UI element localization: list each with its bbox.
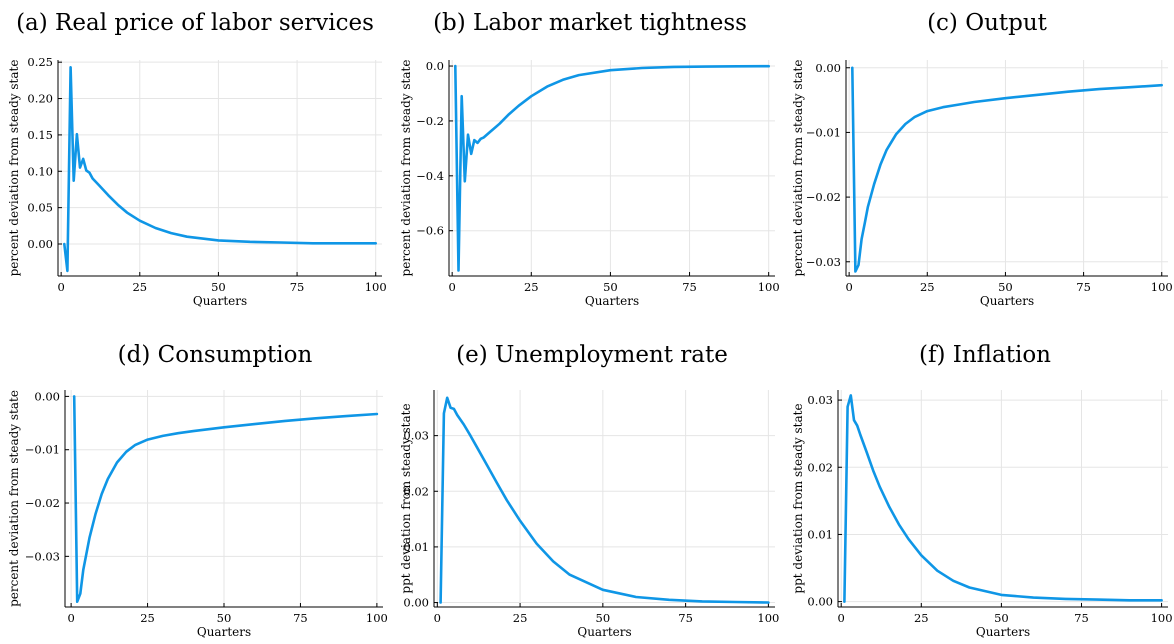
x-axis-label: Quarters (197, 625, 251, 639)
series-line (843, 394, 1163, 603)
x-tick-label: 50 (994, 611, 1009, 625)
panel-title: (f) Inflation (919, 342, 1051, 368)
x-tick-label: 100 (366, 611, 388, 625)
y-axis-label: percent deviation from steady state (7, 390, 21, 607)
x-axis-label: Quarters (585, 294, 639, 308)
y-tick-label: 0.15 (27, 128, 53, 142)
y-axis-label: percent deviation from steady state (7, 60, 21, 277)
y-tick-label: 0.00 (27, 237, 53, 251)
panel-6: 0 25 50 75 100 0.00 0.01 0.02 0.03 (f) Inflation Q… (791, 342, 1173, 639)
y-tick-label: 0.02 (807, 460, 833, 474)
y-tick-label: 0.00 (807, 595, 833, 609)
x-tick-label: 25 (513, 611, 528, 625)
y-tick-label: 0.00 (34, 389, 60, 403)
y-axis-label: percent deviation from steady state (399, 60, 413, 277)
y-tick-label: −0.4 (416, 169, 444, 183)
x-tick-label: 50 (217, 611, 232, 625)
series-line (63, 66, 378, 273)
y-tick-label: −0.01 (25, 443, 60, 457)
x-axis-label: Quarters (976, 625, 1030, 639)
x-tick-label: 25 (914, 611, 929, 625)
x-tick-label: 50 (603, 280, 618, 294)
x-tick-label: 0 (845, 280, 852, 294)
y-tick-label: 0.01 (807, 527, 833, 541)
x-tick-label: 100 (757, 611, 779, 625)
x-tick-label: 75 (682, 280, 697, 294)
x-axis-label: Quarters (577, 625, 631, 639)
panel-4: 0 25 50 75 100 −0.03 −0.02 −0.01 0.00 (d) Consump… (7, 342, 388, 639)
x-axis-label: Quarters (193, 294, 247, 308)
x-axis-label: Quarters (980, 294, 1034, 308)
x-tick-label: 75 (678, 611, 693, 625)
y-tick-label: −0.2 (416, 114, 444, 128)
y-tick-label: −0.6 (416, 224, 444, 238)
y-tick-label: 0.05 (27, 201, 53, 215)
y-tick-label: −0.02 (806, 190, 841, 204)
y-tick-label: 0.00 (403, 596, 429, 610)
x-tick-label: 100 (1151, 280, 1173, 294)
x-tick-label: 0 (449, 280, 456, 294)
y-tick-label: 0.25 (27, 55, 53, 69)
x-tick-label: 75 (290, 280, 305, 294)
y-tick-label: −0.03 (25, 549, 60, 563)
x-tick-label: 25 (132, 280, 147, 294)
y-tick-label: −0.02 (25, 496, 60, 510)
panel-title: (e) Unemployment rate (456, 342, 728, 368)
y-tick-label: 0.20 (27, 92, 53, 106)
panel-title: (b) Labor market tightness (433, 10, 747, 36)
panel-1: 0 25 50 75 100 0.00 0.05 0.10 0.15 0.20 0.25 (a) Re… (7, 10, 387, 308)
y-tick-label: 0.10 (27, 164, 53, 178)
series-line (72, 395, 379, 604)
y-axis-label: percent deviation from steady state (791, 60, 805, 277)
x-tick-label: 75 (1076, 280, 1091, 294)
x-tick-label: 75 (1074, 611, 1089, 625)
y-tick-label: 0.03 (807, 393, 833, 407)
panel-title: (a) Real price of labor services (16, 10, 374, 36)
panel-2: 0 25 50 75 100 −0.6 −0.4 −0.2 0.0 (b) Labor marke… (399, 10, 780, 308)
x-tick-label: 50 (998, 280, 1013, 294)
series-line (850, 66, 1163, 273)
panel-3: 0 25 50 75 100 −0.03 −0.02 −0.01 0.00 (c) Output Q… (791, 10, 1173, 308)
x-tick-label: 100 (758, 280, 780, 294)
y-tick-label: 0.00 (815, 61, 841, 75)
x-tick-label: 25 (524, 280, 539, 294)
x-tick-label: 25 (920, 280, 935, 294)
y-tick-label: −0.03 (806, 255, 841, 269)
y-tick-label: 0.0 (426, 59, 444, 73)
x-tick-label: 0 (838, 611, 845, 625)
panel-5: 0 25 50 75 100 0.00 0.01 0.02 0.03 (e) Unemployme… (399, 342, 779, 639)
x-tick-label: 50 (596, 611, 611, 625)
x-tick-label: 25 (140, 611, 155, 625)
y-tick-label: 0.01 (403, 540, 429, 554)
x-tick-label: 0 (67, 611, 74, 625)
x-tick-label: 100 (1151, 611, 1173, 625)
panel-title: (c) Output (927, 10, 1048, 36)
x-tick-label: 50 (211, 280, 226, 294)
x-tick-label: 0 (434, 611, 441, 625)
y-axis-label: ppt deviation from steady state (791, 403, 805, 593)
panel-title: (d) Consumption (118, 342, 313, 368)
x-tick-label: 75 (293, 611, 308, 625)
y-tick-label: 0.03 (403, 429, 429, 443)
y-axis-label: ppt deviation from steady state (399, 403, 413, 593)
y-tick-label: −0.01 (806, 125, 841, 139)
x-tick-label: 0 (57, 280, 64, 294)
series-line (453, 64, 771, 272)
x-tick-label: 100 (365, 280, 387, 294)
series-line (439, 396, 770, 604)
y-tick-label: 0.02 (403, 484, 429, 498)
